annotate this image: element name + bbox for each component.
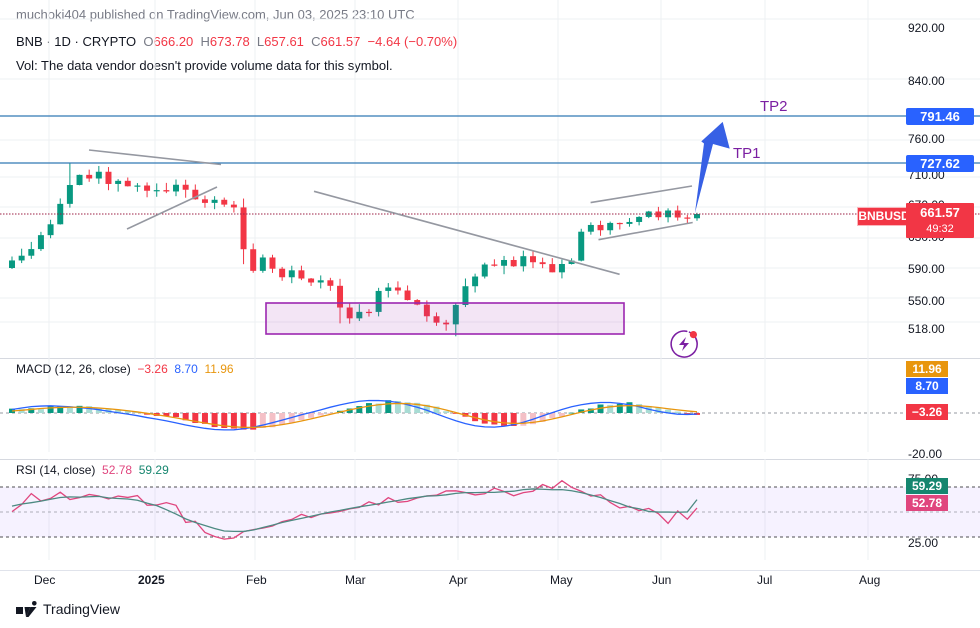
svg-text:TP2: TP2 bbox=[760, 98, 788, 115]
svg-text:TP1: TP1 bbox=[733, 145, 761, 162]
